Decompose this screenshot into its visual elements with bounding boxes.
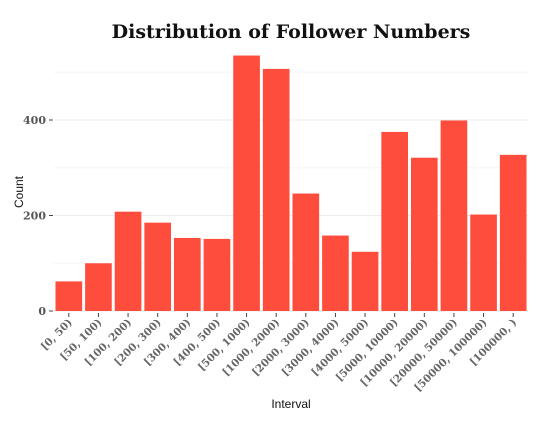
bar bbox=[411, 158, 438, 311]
bar bbox=[292, 194, 319, 311]
bar bbox=[322, 236, 349, 311]
bar bbox=[500, 155, 527, 311]
chart-title: Distribution of Follower Numbers bbox=[112, 21, 471, 43]
bar bbox=[204, 239, 231, 311]
bar bbox=[55, 281, 82, 311]
y-tick-label: 400 bbox=[23, 114, 46, 127]
bar bbox=[85, 263, 112, 311]
bar bbox=[263, 69, 290, 311]
y-tick-label: 0 bbox=[38, 305, 46, 318]
x-axis-title: Interval bbox=[271, 397, 310, 411]
bar bbox=[441, 120, 468, 311]
bars bbox=[55, 56, 526, 311]
y-axis-ticks: 0 200 400 bbox=[23, 114, 53, 318]
x-axis-ticks: [0, 50)[50, 100)[100, 200)[200, 300)[300… bbox=[39, 313, 520, 394]
bar bbox=[352, 252, 379, 311]
y-axis-title: Count bbox=[12, 175, 26, 208]
bar bbox=[470, 215, 497, 311]
y-tick-label: 200 bbox=[23, 210, 46, 223]
bar bbox=[233, 56, 260, 311]
bar bbox=[115, 212, 142, 311]
bar bbox=[144, 223, 171, 311]
bar bbox=[381, 132, 408, 311]
bar bbox=[174, 238, 201, 311]
